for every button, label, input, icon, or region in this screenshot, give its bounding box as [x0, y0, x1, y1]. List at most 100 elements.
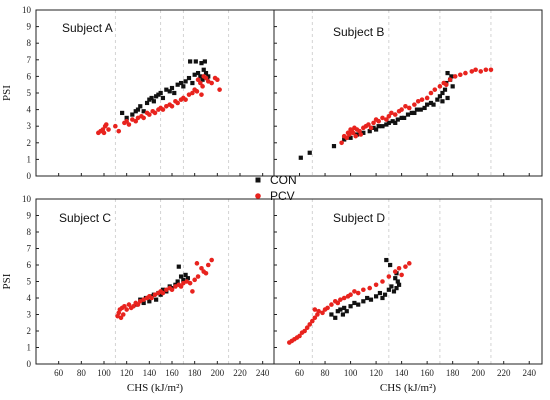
- point-pcv: [203, 270, 209, 276]
- point-pcv: [346, 132, 352, 137]
- point-pcv: [412, 102, 417, 107]
- point-con: [192, 72, 197, 77]
- series-pcv: [96, 74, 222, 136]
- y-tick-label: 8: [27, 38, 32, 48]
- point-pcv: [195, 77, 201, 83]
- y-tick-label: 1: [27, 343, 32, 353]
- plot-frame: [273, 198, 543, 365]
- point-con: [440, 90, 445, 96]
- y-tick-label: 4: [27, 105, 32, 115]
- point-con: [183, 272, 188, 277]
- point-con: [445, 70, 450, 76]
- point-con: [390, 119, 395, 124]
- point-con: [399, 115, 404, 120]
- point-pcv: [463, 70, 468, 76]
- series-con: [298, 70, 455, 160]
- point-pcv: [353, 133, 358, 139]
- point-con: [144, 100, 150, 106]
- point-pcv: [384, 117, 389, 122]
- point-con: [395, 279, 400, 284]
- y-tick-label: 6: [27, 260, 32, 270]
- point-pcv: [312, 307, 318, 312]
- point-pcv: [428, 90, 434, 96]
- y-tick-label: 4: [27, 293, 32, 303]
- point-pcv: [195, 274, 201, 279]
- x-tick-label: 120: [120, 368, 134, 378]
- point-con: [190, 80, 195, 86]
- point-con: [338, 307, 343, 312]
- point-pcv: [367, 285, 373, 291]
- point-pcv: [184, 279, 190, 284]
- panel-bottom-right: 60 80 100 120 140 160 180 200 220 240 CHS (kJ/m²) S…: [273, 198, 543, 394]
- point-pcv: [200, 84, 205, 89]
- point-pcv: [131, 303, 136, 309]
- point-pcv: [443, 82, 449, 87]
- point-pcv: [348, 292, 353, 298]
- point-pcv: [432, 87, 438, 92]
- point-pcv: [203, 75, 209, 81]
- point-con: [120, 110, 125, 116]
- point-pcv: [194, 261, 200, 266]
- point-pcv: [169, 103, 175, 109]
- point-pcv: [205, 79, 211, 84]
- point-pcv: [307, 322, 313, 327]
- point-con: [412, 110, 417, 116]
- point-pcv: [325, 305, 330, 311]
- point-pcv: [312, 315, 318, 321]
- point-con: [450, 84, 455, 89]
- panel-top-left: 0 1 2 3 4 5 6 7 8 9 10 PSI Subject A: [1, 5, 275, 181]
- x-tick-label: 80: [77, 368, 87, 378]
- point-pcv: [141, 297, 146, 302]
- point-pcv: [415, 99, 421, 104]
- point-pcv: [473, 67, 478, 73]
- point-con: [195, 70, 201, 76]
- point-pcv: [406, 105, 412, 111]
- point-pcv: [368, 125, 374, 131]
- point-con: [202, 59, 207, 64]
- point-pcv: [181, 280, 186, 286]
- point-pcv: [169, 287, 175, 293]
- point-pcv: [178, 284, 184, 289]
- legend-entry-pcv: PCV: [255, 189, 295, 203]
- point-pcv: [350, 130, 356, 136]
- y-tick-label: 3: [27, 310, 32, 320]
- y-axis-title: PSI: [1, 273, 13, 289]
- point-pcv: [209, 257, 214, 263]
- point-con: [154, 297, 159, 302]
- point-pcv: [419, 97, 425, 102]
- point-con: [141, 109, 146, 114]
- x-tick-label: 60: [295, 368, 305, 378]
- point-pcv: [194, 89, 200, 94]
- point-con: [342, 305, 347, 310]
- point-pcv: [396, 266, 402, 271]
- point-con: [384, 257, 389, 263]
- point-pcv: [175, 100, 180, 106]
- point-con: [373, 294, 379, 299]
- point-pcv: [126, 122, 132, 127]
- point-pcv: [199, 266, 204, 271]
- x-tick-label: 200: [211, 368, 225, 378]
- point-pcv: [392, 112, 398, 117]
- point-pcv: [124, 307, 129, 312]
- point-con: [361, 130, 366, 135]
- point-con: [386, 287, 391, 292]
- point-pcv: [152, 292, 158, 298]
- point-pcv: [198, 80, 203, 86]
- point-con: [198, 74, 203, 79]
- point-con: [425, 102, 430, 107]
- point-con: [164, 87, 169, 92]
- x-tick-label: 160: [165, 368, 179, 378]
- point-con: [151, 99, 156, 104]
- point-pcv: [355, 290, 361, 296]
- point-con: [437, 94, 443, 99]
- point-con: [130, 112, 135, 117]
- point-pcv: [116, 128, 122, 134]
- point-pcv: [483, 67, 489, 73]
- point-con: [298, 155, 303, 160]
- point-con: [206, 74, 211, 79]
- legend: CON PCV: [255, 173, 297, 203]
- legend-marker-square: [255, 177, 261, 183]
- point-con: [307, 150, 312, 155]
- point-pcv: [297, 333, 302, 339]
- y-tick-label: 9: [27, 211, 32, 221]
